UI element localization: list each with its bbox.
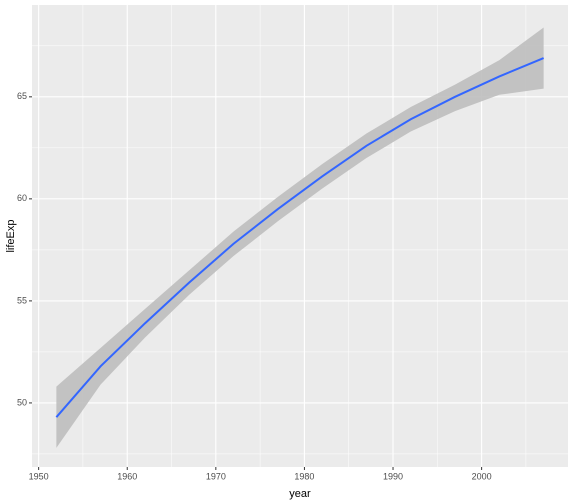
x-tick-label: 1970 — [206, 471, 226, 481]
y-tick-label: 65 — [17, 91, 27, 101]
y-tick-label: 55 — [17, 295, 27, 305]
smooth-line — [55, 57, 545, 418]
x-tick-label: 1980 — [294, 471, 314, 481]
y-tick-label: 50 — [17, 397, 27, 407]
y-axis-title: lifeExp — [5, 219, 17, 252]
x-axis-title: year — [289, 488, 311, 500]
x-tick-label: 1960 — [117, 471, 137, 481]
x-tick-label: 1990 — [383, 471, 403, 481]
x-tick-label: 2000 — [472, 471, 492, 481]
y-tick-label: 60 — [17, 193, 27, 203]
confidence-band — [56, 27, 544, 448]
x-tick-label: 1950 — [29, 471, 49, 481]
